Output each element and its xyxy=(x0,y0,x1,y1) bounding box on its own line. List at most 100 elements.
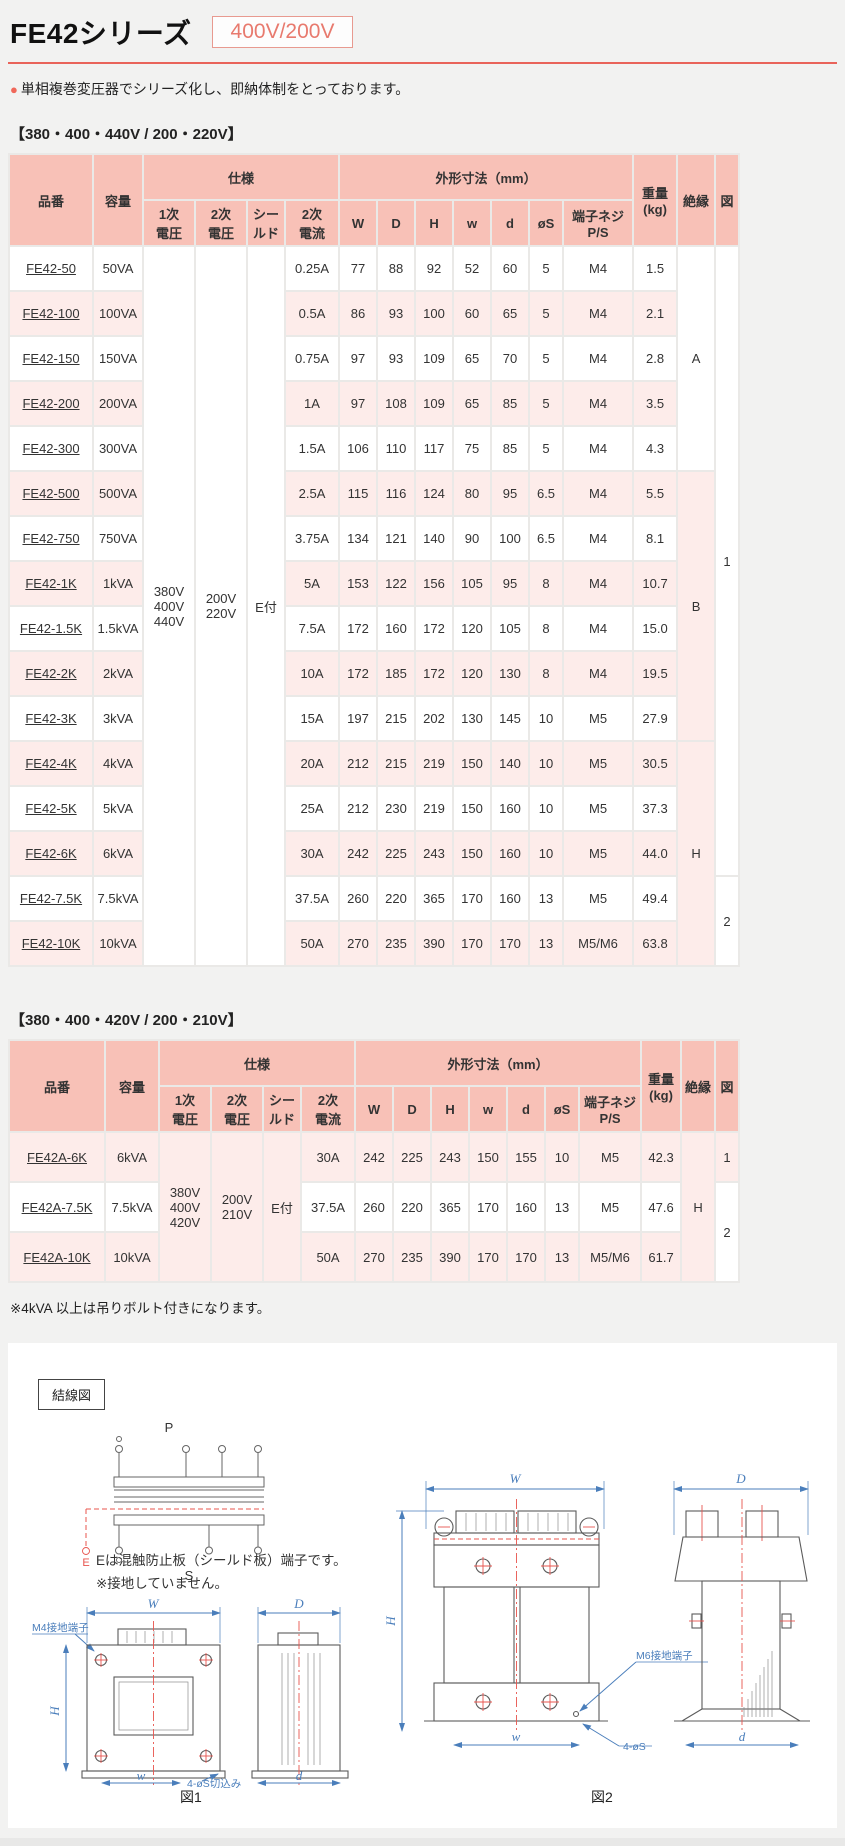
cell-capacity: 150VA xyxy=(92,335,144,382)
cell-h: 202 xyxy=(414,695,455,742)
dim-d-small: d xyxy=(739,1729,746,1744)
cell-weight: 47.6 xyxy=(640,1181,683,1233)
cell-os: 13 xyxy=(528,920,565,967)
cell-capacity: 1kVA xyxy=(92,560,144,607)
cell-w: 242 xyxy=(354,1131,395,1183)
cell-os: 5 xyxy=(528,245,565,292)
cell-w-small: 170 xyxy=(452,875,493,922)
cell-primary-voltage: 380V 400V 440V xyxy=(142,245,196,967)
cell-capacity: 5kVA xyxy=(92,785,144,832)
model-link[interactable]: FE42-10K xyxy=(21,936,81,951)
figure2-drawing: W D H xyxy=(386,1471,810,1753)
holes-label: 4-øS xyxy=(623,1741,646,1753)
table-row: FE42-2K 2kVA 10A 172 185 172 120 130 8 M4 19.5 xyxy=(8,650,739,697)
cell-w: 77 xyxy=(338,245,379,292)
model-link[interactable]: FE42-1K xyxy=(25,576,77,591)
cell-d-small: 130 xyxy=(490,650,531,697)
cell-d: 220 xyxy=(376,875,417,922)
spec-table-1: 品番 容量 仕様 外形寸法（mm） 重量 (kg) 絶縁 図 1次 電圧 2次 … xyxy=(8,153,741,967)
cell-h: 219 xyxy=(414,740,455,787)
cell-w: 97 xyxy=(338,335,379,382)
model-link[interactable]: FE42-750 xyxy=(22,531,80,546)
model-link[interactable]: FE42A-7.5K xyxy=(21,1199,93,1215)
col-header-model: 品番 xyxy=(8,153,94,247)
cell-d-small: 85 xyxy=(490,380,531,427)
table-row: FE42A-10K 10kVA 50A 270 235 390 170 170 13 M5/M6 6… xyxy=(8,1231,739,1283)
col-header-fig: 図 xyxy=(714,153,741,247)
col-header-d-small: d xyxy=(506,1085,547,1133)
cell-w-small: 65 xyxy=(452,335,493,382)
cell-w: 270 xyxy=(354,1231,395,1283)
model-link[interactable]: FE42-150 xyxy=(22,351,80,366)
model-link[interactable]: FE42-200 xyxy=(22,396,80,411)
model-link[interactable]: FE42-500 xyxy=(22,486,80,501)
model-link[interactable]: FE42-1.5K xyxy=(19,621,83,636)
col-header-primary-voltage: 1次 電圧 xyxy=(158,1085,212,1133)
cell-capacity: 100VA xyxy=(92,290,144,337)
cell-d: 160 xyxy=(376,605,417,652)
table-row: FE42-500 500VA 2.5A 115 116 124 80 95 6.5 M4 5.5 B xyxy=(8,470,739,742)
bullet-icon: ● xyxy=(10,82,18,97)
cell-os: 8 xyxy=(528,650,565,697)
model-link[interactable]: FE42A-6K xyxy=(27,1149,87,1165)
cell-d: 235 xyxy=(376,920,417,967)
col-header-weight: 重量 (kg) xyxy=(632,153,679,247)
cell-screw: M4 xyxy=(562,515,635,562)
cell-weight: 8.1 xyxy=(632,515,679,562)
col-header-w: W xyxy=(338,199,379,247)
col-header-d: D xyxy=(376,199,417,247)
model-link[interactable]: FE42-3K xyxy=(25,711,77,726)
cell-weight: 30.5 xyxy=(632,740,679,787)
model-link[interactable]: FE42-4K xyxy=(25,756,77,771)
cell-weight: 42.3 xyxy=(640,1131,683,1183)
col-header-capacity: 容量 xyxy=(92,153,144,247)
col-header-weight: 重量 (kg) xyxy=(640,1039,683,1133)
cell-d: 185 xyxy=(376,650,417,697)
cell-model: FE42-2K xyxy=(8,650,94,697)
cell-screw: M5 xyxy=(562,695,635,742)
model-link[interactable]: FE42-300 xyxy=(22,441,80,456)
model-link[interactable]: FE42-2K xyxy=(25,666,77,681)
cell-screw: M4 xyxy=(562,425,635,472)
section-title-1: 【380・400・440V / 200・220V】 xyxy=(10,126,243,143)
cell-d-small: 160 xyxy=(490,785,531,832)
cell-d-small: 100 xyxy=(490,515,531,562)
cell-w-small: 120 xyxy=(452,605,493,652)
figure1-caption: 図1 xyxy=(180,1789,202,1805)
model-link[interactable]: FE42A-10K xyxy=(23,1249,91,1265)
cell-weight: 3.5 xyxy=(632,380,679,427)
cell-current: 10A xyxy=(283,650,341,697)
diagram-panel: 結線図 P E S Eは混触防止板（シールド板）端子です。 ※接地していません。 xyxy=(8,1343,837,1828)
cell-weight: 1.5 xyxy=(632,245,679,292)
cell-h: 243 xyxy=(414,830,455,877)
cell-capacity: 3kVA xyxy=(92,695,144,742)
cell-w: 172 xyxy=(338,605,379,652)
model-link[interactable]: FE42-100 xyxy=(22,306,80,321)
cell-w: 172 xyxy=(338,650,379,697)
primary-label: P xyxy=(165,1420,174,1435)
cell-model: FE42-3K xyxy=(8,695,94,742)
model-link[interactable]: FE42-5K xyxy=(25,801,77,816)
cell-capacity: 2kVA xyxy=(92,650,144,697)
cell-current: 0.5A xyxy=(283,290,341,337)
cell-current: 0.75A xyxy=(283,335,341,382)
table-row: FE42-4K 4kVA 20A 212 215 219 150 140 10 M5 30.5 H xyxy=(8,740,739,967)
cell-capacity: 50VA xyxy=(92,245,144,292)
cell-h: 365 xyxy=(414,875,455,922)
cell-capacity: 7.5kVA xyxy=(104,1181,160,1233)
cell-secondary-voltage: 200V 220V xyxy=(194,245,248,967)
model-link[interactable]: FE42-7.5K xyxy=(19,891,83,906)
cell-h: 365 xyxy=(430,1181,471,1233)
table-row: FE42-100 100VA 0.5A 86 93 100 60 65 5 M4 2.1 xyxy=(8,290,739,337)
cell-w-small: 130 xyxy=(452,695,493,742)
cell-weight: 5.5 xyxy=(632,470,679,517)
cell-d: 110 xyxy=(376,425,417,472)
cell-w: 212 xyxy=(338,740,379,787)
model-link[interactable]: FE42-6K xyxy=(25,846,77,861)
model-link[interactable]: FE42-50 xyxy=(26,261,76,276)
cell-screw: M4 xyxy=(562,605,635,652)
table-row: FE42-750 750VA 3.75A 134 121 140 90 100 6.5 M4 8.1 xyxy=(8,515,739,562)
col-header-dims: 外形寸法（mm） xyxy=(354,1039,643,1087)
cell-model: FE42-10K xyxy=(8,920,94,967)
cell-d: 235 xyxy=(392,1231,433,1283)
